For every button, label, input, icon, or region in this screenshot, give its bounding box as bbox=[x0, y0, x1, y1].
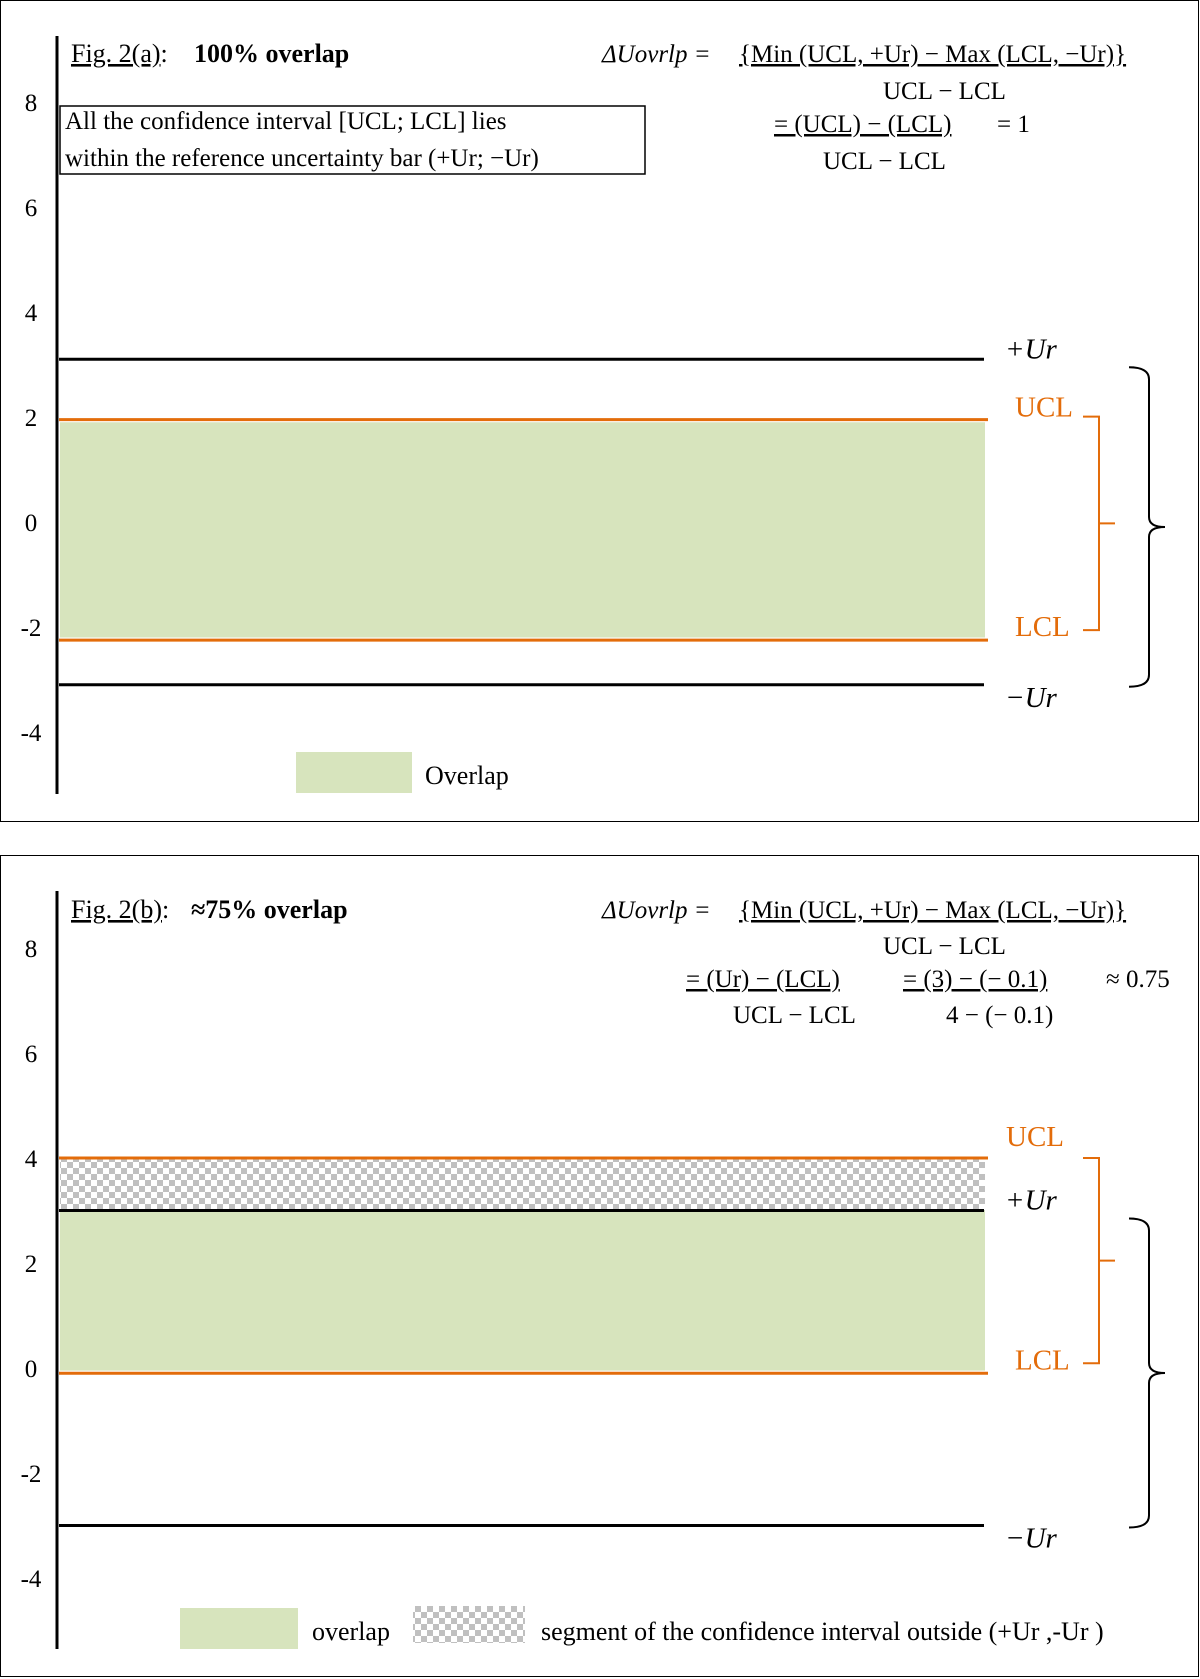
equation-denominator: UCL − LCL bbox=[883, 933, 1006, 960]
note-line-2: within the reference uncertainty bar (+U… bbox=[65, 145, 539, 172]
legend-overlap-swatch bbox=[296, 752, 412, 793]
minus-ur-label: −Ur bbox=[1005, 682, 1058, 714]
ucl-label: UCL bbox=[1015, 392, 1073, 424]
confidence-interval-bracket bbox=[1083, 1157, 1115, 1365]
y-tick-label: -4 bbox=[21, 720, 42, 747]
figure-title: ≈75% overlap bbox=[191, 895, 348, 924]
equation-result: ≈ 0.75 bbox=[1106, 966, 1170, 993]
legend-overlap-label: Overlap bbox=[425, 761, 509, 790]
y-tick-label: 6 bbox=[25, 1041, 38, 1068]
equation-numerator: {Min (UCL, +Ur) − Max (LCL, −Ur)} bbox=[739, 897, 1126, 924]
equation-lhs: ΔUovrlp = bbox=[601, 41, 711, 68]
y-tick-label: 6 bbox=[25, 195, 38, 222]
figure-label: Fig. 2(a): bbox=[71, 39, 168, 68]
equation-numerator: {Min (UCL, +Ur) − Max (LCL, −Ur)} bbox=[739, 41, 1126, 68]
y-tick-label: 8 bbox=[25, 936, 38, 963]
equation-step2-numerator: = (3) − (− 0.1) bbox=[903, 966, 1047, 993]
equation-step2-denominator: 4 − (− 0.1) bbox=[946, 1002, 1053, 1029]
plus-ur-label: +Ur bbox=[1005, 1185, 1058, 1217]
equation-step-numerator: = (UCL) − (LCL) bbox=[774, 111, 951, 138]
y-tick-labels: 8 6 4 2 0 -2 -4 bbox=[21, 90, 42, 747]
figure-b-canvas: 8 6 4 2 0 -2 -4 +Ur −Ur UCL LCL Fig. 2(b): ≈75… bbox=[21, 891, 1170, 1649]
note-line-1: All the confidence interval [UCL; LCL] l… bbox=[65, 108, 507, 135]
y-tick-label: 2 bbox=[25, 1251, 38, 1278]
equation-denominator: UCL − LCL bbox=[883, 78, 1006, 105]
figure-panel-b: 8 6 4 2 0 -2 -4 +Ur −Ur UCL LCL Fig. 2(b): ≈75… bbox=[0, 855, 1199, 1677]
y-tick-label: -2 bbox=[21, 615, 42, 642]
legend-overlap-swatch bbox=[180, 1608, 298, 1649]
minus-ur-label: −Ur bbox=[1005, 1523, 1058, 1555]
y-tick-label: 8 bbox=[25, 90, 38, 117]
legend-outside-swatch bbox=[413, 1606, 525, 1643]
plus-ur-label: +Ur bbox=[1005, 333, 1058, 365]
legend-overlap-label: overlap bbox=[312, 1617, 390, 1646]
y-tick-label: -4 bbox=[21, 1566, 42, 1593]
confidence-interval-bracket bbox=[1083, 415, 1115, 632]
equation-result: = 1 bbox=[997, 111, 1030, 138]
equation-step-denominator: UCL − LCL bbox=[733, 1002, 856, 1029]
figure-a-canvas: 8 6 4 2 0 -2 -4 +Ur −Ur UCL LCL Fig. 2(a): 100… bbox=[21, 36, 1166, 794]
y-tick-label: 0 bbox=[25, 510, 38, 537]
y-tick-label: 4 bbox=[25, 1146, 38, 1173]
equation-step-numerator: = (Ur) − (LCL) bbox=[686, 966, 840, 993]
y-tick-labels: 8 6 4 2 0 -2 -4 bbox=[21, 936, 42, 1593]
reference-uncertainty-brace bbox=[1128, 1217, 1166, 1529]
equation-lhs: ΔUovrlp = bbox=[601, 897, 711, 924]
equation-step-denominator: UCL − LCL bbox=[823, 148, 946, 175]
figure-title: 100% overlap bbox=[194, 39, 349, 68]
y-tick-label: -2 bbox=[21, 1461, 42, 1488]
y-tick-label: 0 bbox=[25, 1356, 38, 1383]
y-tick-label: 4 bbox=[25, 300, 38, 327]
reference-uncertainty-brace bbox=[1128, 366, 1166, 688]
legend-outside-label: segment of the confidence interval outsi… bbox=[541, 1617, 1104, 1646]
note-box bbox=[59, 105, 646, 175]
figure-label: Fig. 2(b): bbox=[71, 895, 169, 924]
y-tick-label: 2 bbox=[25, 405, 38, 432]
outside-segment-region bbox=[60, 1158, 985, 1211]
lcl-label: LCL bbox=[1015, 1344, 1070, 1376]
ucl-label: UCL bbox=[1006, 1121, 1064, 1153]
overlap-region bbox=[60, 422, 985, 638]
lcl-label: LCL bbox=[1015, 611, 1070, 643]
figure-panel-a: 8 6 4 2 0 -2 -4 +Ur −Ur UCL LCL Fig. 2(a): 100… bbox=[0, 0, 1199, 822]
overlap-region bbox=[60, 1210, 985, 1371]
